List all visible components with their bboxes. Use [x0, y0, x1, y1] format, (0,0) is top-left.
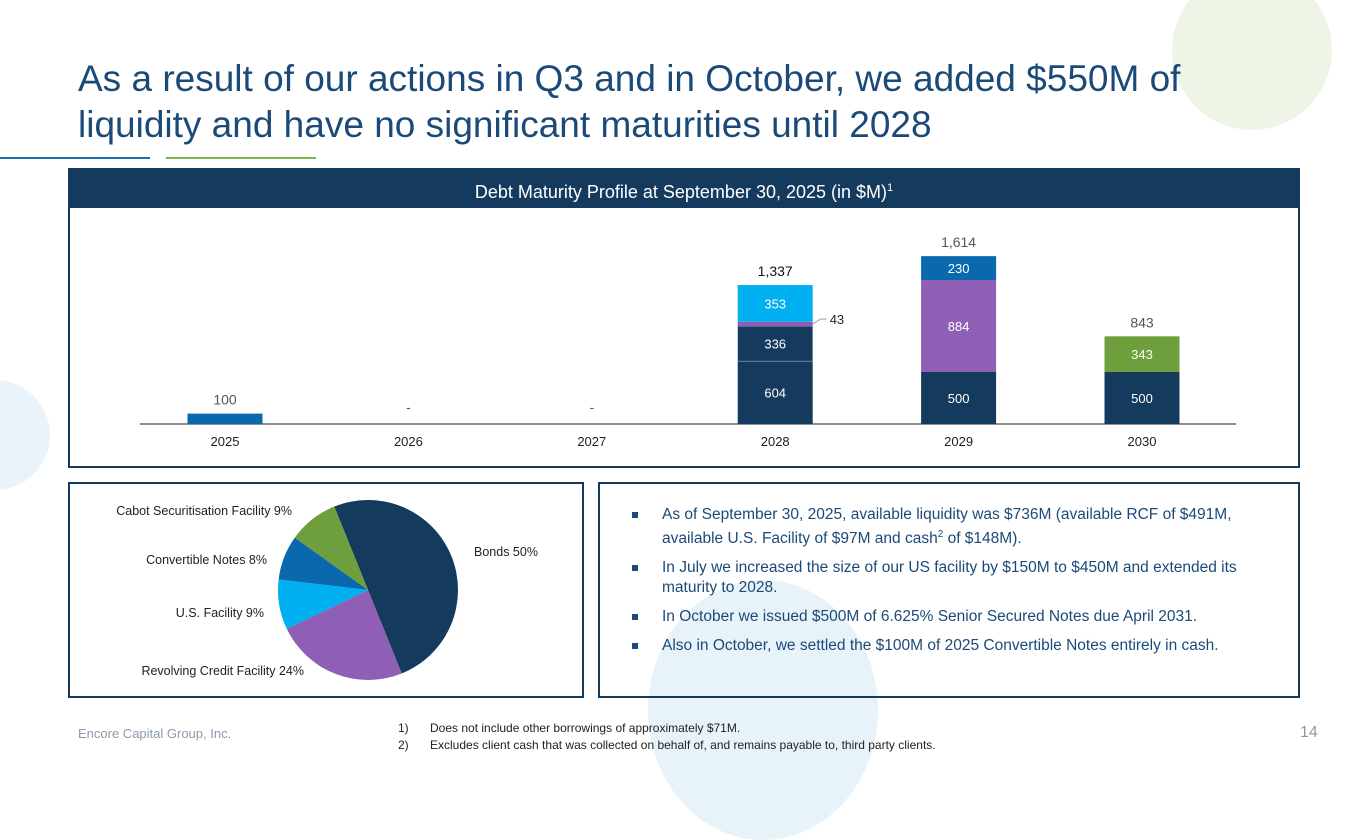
bar-segment — [737, 321, 813, 327]
decorative-circle — [1172, 0, 1332, 130]
data-label: 500 — [1131, 391, 1153, 406]
pie-slice — [294, 506, 368, 590]
data-label: 336 — [764, 337, 786, 352]
leader-line — [812, 318, 827, 325]
bar-segment — [921, 372, 997, 424]
pie-label: Bonds 50% — [474, 545, 538, 559]
bar-segment — [921, 280, 997, 372]
bar-segment — [1104, 336, 1180, 372]
data-label: 343 — [1131, 347, 1153, 362]
bar-segment — [1104, 372, 1180, 424]
bar-segment — [187, 413, 263, 424]
total-label: 100 — [213, 392, 237, 408]
total-label: 843 — [1130, 314, 1154, 330]
x-tick-label: 2027 — [577, 434, 606, 449]
bullet-item: In October we issued $500M of 6.625% Sen… — [615, 607, 1255, 627]
data-label: 604 — [764, 386, 786, 401]
pie-slice — [286, 590, 402, 680]
liquidity-notes-panel — [598, 482, 1300, 698]
pie-label: Revolving Credit Facility 24% — [141, 664, 304, 678]
pie-label: Convertible Notes 8% — [146, 553, 267, 567]
data-label: 353 — [764, 296, 786, 311]
company-footer: Encore Capital Group, Inc. — [78, 726, 232, 741]
x-tick-label: 2030 — [1128, 434, 1157, 449]
bullet-item: In July we increased the size of our US … — [615, 558, 1255, 598]
panel-title: Debt Maturity Profile at September 30, 2… — [68, 168, 1300, 208]
decorative-circle — [0, 380, 50, 490]
pie-slice — [278, 579, 368, 629]
total-label: - — [406, 399, 411, 415]
bar-segment — [737, 325, 814, 362]
bar-segment — [921, 256, 997, 281]
pie-label: U.S. Facility 9% — [176, 606, 264, 620]
pie-slice — [278, 537, 368, 590]
x-tick-label: 2029 — [944, 434, 973, 449]
title-underline-blue — [0, 157, 150, 159]
pie-label: Cabot Securitisation Facility 9% — [116, 504, 292, 518]
title-underline-green — [166, 157, 316, 159]
bullet-item: As of September 30, 2025, available liqu… — [615, 505, 1255, 549]
footnote: 1) Does not include other borrowings of a… — [398, 721, 741, 735]
debt-maturity-bar-chart: 2025 100 2026 - 2027 - 2028 604 336 43 353 1,337 202… — [140, 234, 1236, 449]
data-label: 230 — [948, 261, 970, 276]
page-number: 14 — [1300, 724, 1318, 741]
footnote: 2) Excludes client cash that was collecte… — [398, 738, 936, 752]
footnotes: 1) Does not include other borrowings of a… — [398, 720, 936, 754]
x-tick-label: 2026 — [394, 434, 423, 449]
bar-segment — [737, 361, 813, 424]
liquidity-bullets: As of September 30, 2025, available liqu… — [615, 505, 1255, 665]
bullet-item: Also in October, we settled the $100M of… — [615, 636, 1255, 656]
x-tick-label: 2028 — [761, 434, 790, 449]
pie-slice — [334, 500, 459, 674]
footnote-ref: 1 — [887, 182, 894, 194]
panel-title-text: Debt Maturity Profile at September 30, 2… — [474, 182, 888, 202]
x-tick-label: 2025 — [211, 434, 240, 449]
total-label: 1,614 — [941, 234, 976, 250]
total-label: 1,337 — [758, 263, 793, 279]
page-title: As a result of our actions in Q3 and in … — [78, 58, 1181, 145]
total-label: - — [589, 399, 594, 415]
pie-chart-panel — [68, 482, 584, 698]
debt-composition-pie-chart: Bonds 50% Revolving Credit Facility 24% U.… — [116, 500, 538, 680]
bar-segment — [737, 285, 813, 322]
data-label: 884 — [948, 319, 970, 334]
data-label: 43 — [830, 312, 844, 327]
data-label: 500 — [948, 391, 970, 406]
